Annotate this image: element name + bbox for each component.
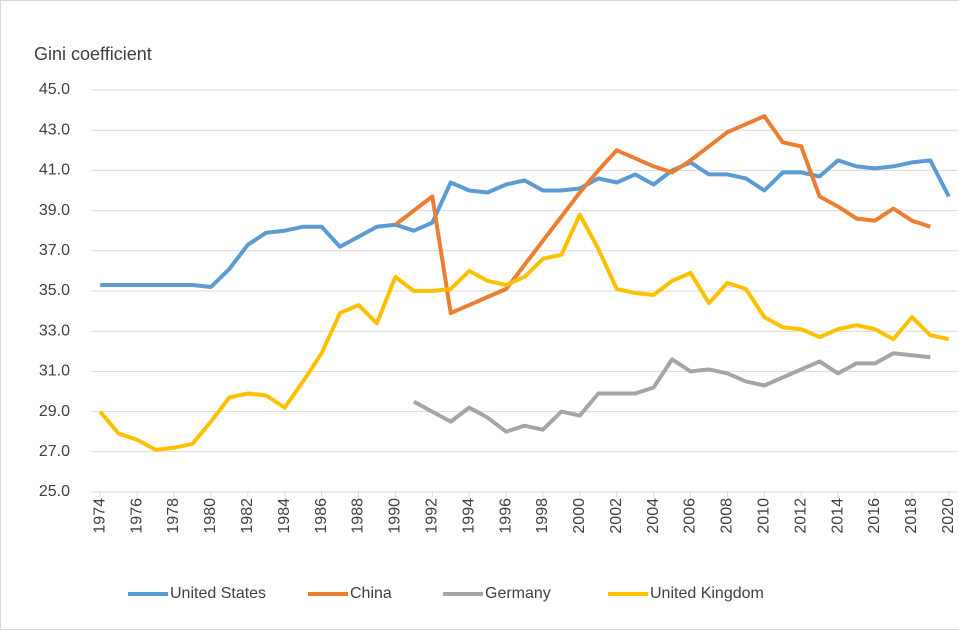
x-tick-label: 2018 — [903, 498, 920, 534]
x-tick-label: 2004 — [645, 498, 662, 534]
y-tick-label: 31.0 — [39, 363, 70, 380]
x-tick-label: 1992 — [423, 498, 440, 534]
series-line — [394, 114, 931, 316]
y-tick-label: 35.0 — [39, 282, 70, 299]
x-tick-label: 2002 — [608, 498, 625, 534]
x-tick-label: 1986 — [313, 498, 330, 534]
x-tick-label: 2006 — [682, 498, 699, 534]
y-tick-label: 41.0 — [39, 162, 70, 179]
x-tick-label: 1998 — [534, 498, 551, 534]
x-tick-label: 1982 — [239, 498, 256, 534]
legend-label: Germany — [485, 585, 551, 602]
x-tick-label: 2012 — [792, 498, 809, 534]
y-tick-label: 33.0 — [39, 322, 70, 339]
series-line — [100, 158, 951, 289]
x-tick-label: 2010 — [756, 498, 773, 534]
y-tick-label: 43.0 — [39, 121, 70, 138]
x-tick-label: 1996 — [497, 498, 514, 534]
y-tick-label: 29.0 — [39, 403, 70, 420]
x-tick-label: 1980 — [202, 498, 219, 534]
legend-label: United Kingdom — [650, 585, 764, 602]
legend-label: China — [350, 585, 392, 602]
x-tick-label: 2016 — [866, 498, 883, 534]
x-tick-label: 2000 — [571, 498, 588, 534]
y-tick-label: 25.0 — [39, 483, 70, 500]
x-tick-label: 2020 — [940, 498, 957, 534]
x-tick-label: 1994 — [460, 498, 477, 534]
y-tick-label: 27.0 — [39, 443, 70, 460]
x-tick-label: 1974 — [91, 498, 108, 534]
chart-title: Gini coefficient — [34, 44, 152, 64]
legend-label: United States — [170, 585, 266, 602]
x-tick-label: 1984 — [276, 498, 293, 534]
x-tick-label: 1988 — [350, 498, 367, 534]
x-tick-label: 2014 — [829, 498, 846, 534]
x-tick-label: 1976 — [128, 498, 145, 534]
y-tick-label: 37.0 — [39, 242, 70, 259]
x-tick-label: 1990 — [387, 498, 404, 534]
y-tick-label: 45.0 — [39, 81, 70, 98]
y-tick-label: 39.0 — [39, 202, 70, 219]
series-line — [412, 351, 931, 434]
series-line — [98, 212, 950, 452]
x-tick-label: 2008 — [719, 498, 736, 534]
x-tick-label: 1978 — [165, 498, 182, 534]
